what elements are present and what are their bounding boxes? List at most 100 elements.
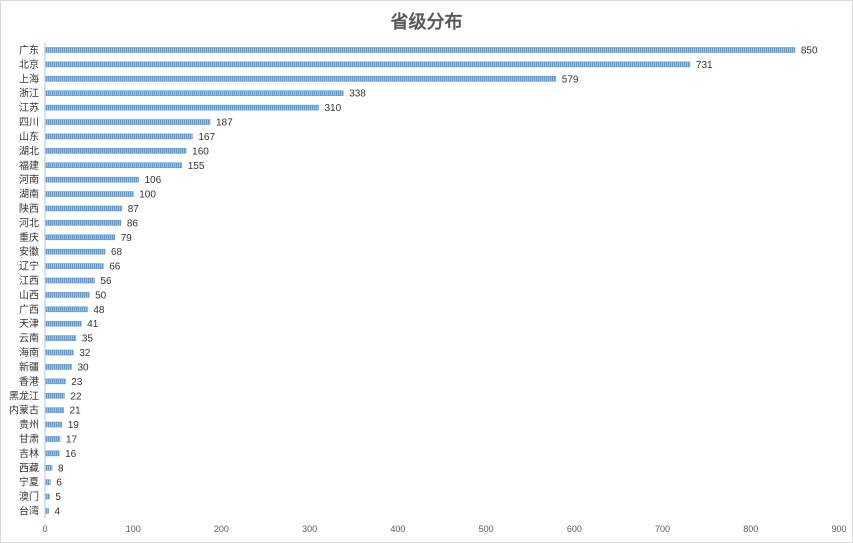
data-label: 87 <box>128 204 140 215</box>
data-label: 22 <box>70 391 82 402</box>
bar <box>45 47 796 53</box>
category-label: 内蒙古 <box>9 404 39 417</box>
x-tick-label: 0 <box>42 524 47 534</box>
bar <box>45 248 106 255</box>
bar <box>45 479 51 485</box>
bar <box>45 292 90 298</box>
data-label: 160 <box>192 146 209 157</box>
category-label: 福建 <box>19 159 39 172</box>
category-label: 新疆 <box>19 360 39 373</box>
bar <box>45 191 134 197</box>
category-label: 天津 <box>19 318 39 330</box>
x-tick-label: 700 <box>655 524 670 534</box>
data-label: 187 <box>216 118 233 129</box>
bar <box>45 148 187 154</box>
category-label: 河南 <box>19 173 39 186</box>
category-label: 黑龙江 <box>9 389 39 402</box>
data-label: 48 <box>93 305 105 316</box>
category-label: 云南 <box>19 332 39 345</box>
bar <box>45 119 211 125</box>
x-tick-label: 300 <box>302 524 317 534</box>
data-label: 4 <box>55 507 61 518</box>
data-label: 106 <box>145 175 162 186</box>
data-label: 23 <box>71 377 83 388</box>
category-label: 安徽 <box>19 245 39 258</box>
category-label: 四川 <box>19 118 39 129</box>
category-label: 江西 <box>19 275 39 287</box>
x-tick-label: 400 <box>390 524 405 534</box>
data-label: 310 <box>324 103 341 114</box>
bar <box>45 450 60 457</box>
data-label: 56 <box>100 276 112 287</box>
bar <box>45 493 50 500</box>
data-label: 30 <box>77 362 89 373</box>
category-label: 香港 <box>19 376 39 388</box>
data-label: 8 <box>58 463 64 474</box>
data-label: 100 <box>139 190 156 201</box>
chart-title: 省级分布 <box>390 12 463 33</box>
category-label: 山东 <box>19 130 39 143</box>
category-label: 重庆 <box>19 231 39 244</box>
bar <box>45 133 193 140</box>
data-label: 850 <box>801 46 818 57</box>
bar <box>45 90 344 97</box>
bar <box>45 205 123 212</box>
data-label: 16 <box>65 449 77 460</box>
data-label: 50 <box>95 290 107 301</box>
category-label: 江苏 <box>19 101 39 114</box>
category-label: 贵州 <box>19 418 39 431</box>
bar <box>45 508 49 514</box>
data-label: 167 <box>198 132 215 143</box>
data-label: 6 <box>56 478 62 489</box>
category-label: 湖南 <box>19 188 39 201</box>
bar <box>45 263 104 269</box>
category-label: 浙江 <box>19 88 39 100</box>
bar <box>45 464 53 471</box>
bar <box>45 220 122 226</box>
bar <box>45 436 61 442</box>
category-label: 广东 <box>19 44 39 57</box>
data-label: 17 <box>66 434 78 445</box>
category-label: 河北 <box>19 217 39 229</box>
data-label: 86 <box>127 218 139 229</box>
x-tick-label: 800 <box>743 524 758 534</box>
data-label: 21 <box>70 406 82 417</box>
category-label: 吉林 <box>19 447 39 460</box>
bar <box>45 162 183 169</box>
category-label: 台湾 <box>19 505 39 518</box>
data-label: 41 <box>87 319 99 330</box>
bar <box>45 421 63 428</box>
category-label: 北京 <box>19 58 39 71</box>
data-label: 68 <box>111 247 123 258</box>
category-label: 西藏 <box>19 462 39 474</box>
bar <box>45 61 691 68</box>
data-label: 19 <box>68 420 80 431</box>
category-label: 海南 <box>19 346 39 359</box>
category-label: 辽宁 <box>19 260 39 273</box>
category-label: 湖北 <box>19 145 39 157</box>
bar <box>45 234 115 241</box>
bar <box>45 277 95 284</box>
bar <box>45 176 139 183</box>
category-label: 澳门 <box>19 490 39 503</box>
data-label: 35 <box>82 334 94 345</box>
x-tick-label: 200 <box>214 524 229 534</box>
data-label: 155 <box>188 161 205 172</box>
data-label: 32 <box>79 348 91 359</box>
x-tick-label: 500 <box>479 524 494 534</box>
data-label: 579 <box>562 74 579 85</box>
bar <box>45 392 65 399</box>
bar <box>45 320 82 327</box>
bar <box>45 104 319 111</box>
data-label: 79 <box>121 233 133 244</box>
bar <box>45 76 557 82</box>
category-label: 山西 <box>19 289 39 301</box>
category-label: 上海 <box>19 72 39 85</box>
bar <box>45 378 66 385</box>
bar <box>45 407 64 413</box>
bar <box>45 335 77 341</box>
category-label: 广西 <box>19 304 39 316</box>
x-tick-label: 900 <box>831 524 846 534</box>
data-label: 731 <box>696 60 713 71</box>
